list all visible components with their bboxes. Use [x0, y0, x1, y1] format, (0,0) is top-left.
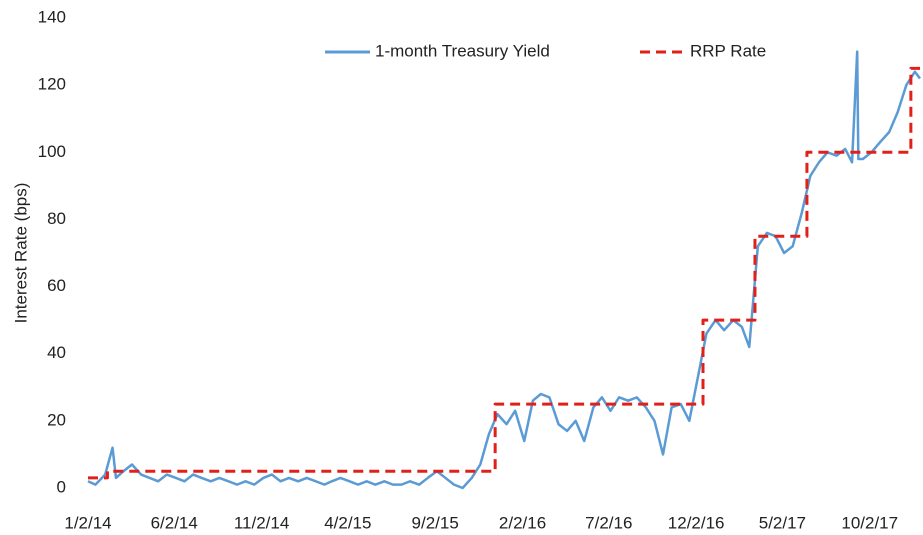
x-tick-label: 4/2/15	[324, 513, 371, 532]
x-tick-label: 11/2/14	[234, 513, 289, 532]
x-tick-label: 2/2/16	[499, 513, 546, 532]
x-tick-label: 12/2/16	[668, 513, 725, 532]
y-tick-label: 120	[38, 75, 66, 94]
y-tick-label: 100	[38, 142, 66, 161]
y-tick-label: 140	[38, 7, 66, 26]
x-tick-label: 5/2/17	[759, 513, 806, 532]
series-line	[87, 50, 921, 490]
series-line	[88, 66, 920, 480]
x-tick-label: 10/2/17	[841, 513, 898, 532]
x-tick-label: 1/2/14	[64, 513, 111, 532]
y-tick-label: 20	[47, 410, 66, 429]
x-tick-label: 6/2/14	[151, 513, 198, 532]
legend-label: 1-month Treasury Yield	[375, 41, 550, 60]
y-tick-label: 40	[47, 343, 66, 362]
legend-label: RRP Rate	[690, 41, 766, 60]
y-tick-label: 60	[47, 276, 66, 295]
y-tick-label: 80	[47, 209, 66, 228]
x-tick-label: 7/2/16	[585, 513, 632, 532]
y-tick-label: 0	[57, 477, 66, 496]
y-axis-label: Interest Rate (bps)	[11, 183, 30, 324]
x-tick-label: 9/2/15	[412, 513, 459, 532]
